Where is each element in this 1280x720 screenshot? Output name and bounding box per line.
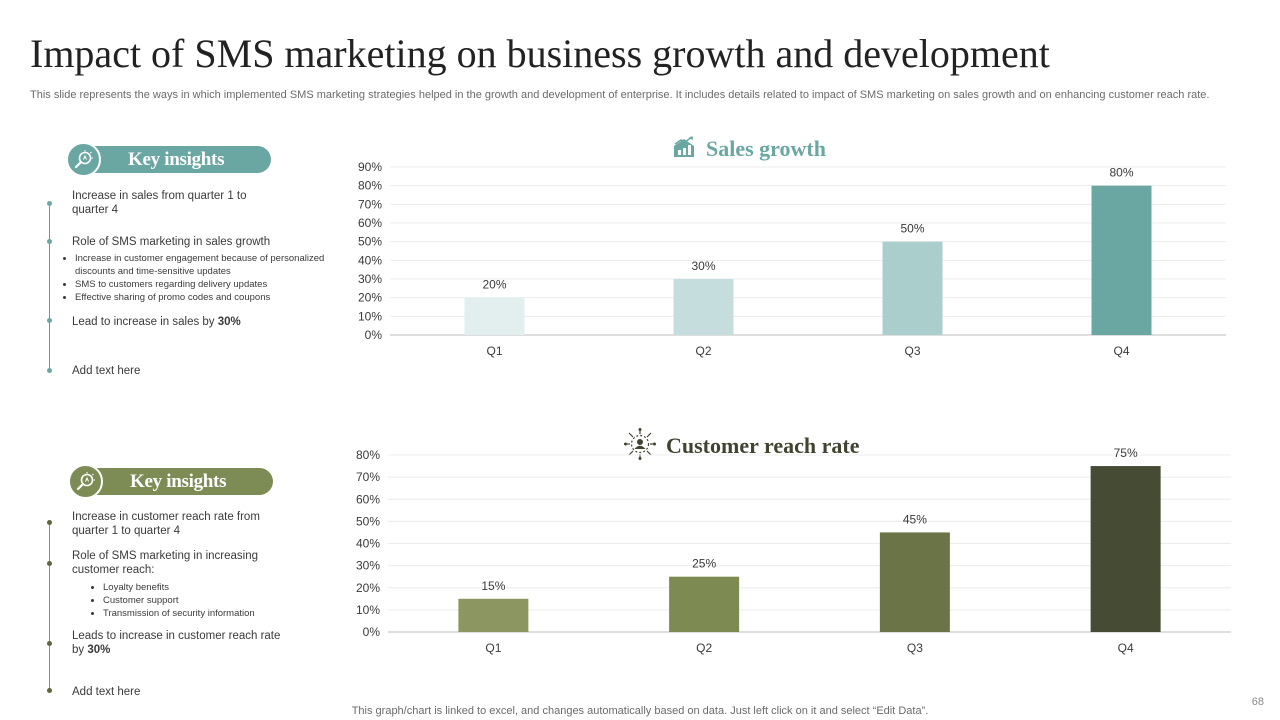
sales-y-tick-label: 60% — [358, 216, 382, 230]
reach-y-tick-label: 60% — [356, 492, 380, 506]
sales-y-tick-label: 10% — [358, 309, 382, 323]
reach-y-tick-label: 80% — [356, 448, 380, 462]
magnifier-lightbulb-icon — [68, 464, 103, 499]
top-insight-1: Increase in sales from quarter 1 to quar… — [72, 190, 247, 216]
sales-y-tick-label: 20% — [358, 291, 382, 305]
sales-y-tick-label: 90% — [358, 160, 382, 174]
reach-y-tick-label: 0% — [363, 625, 381, 639]
bottom-key-insights-badge: Key insights — [68, 464, 273, 499]
reach-bar-q2 — [669, 576, 740, 632]
footer-note: This graph/chart is linked to excel, and… — [351, 705, 929, 717]
bottom-timeline-line — [49, 523, 50, 691]
top-timeline-line — [49, 204, 50, 370]
reach-x-tick-label: Q1 — [485, 641, 501, 655]
timeline-dot — [47, 688, 52, 693]
bottom-insight-2-text: Role of SMS marketing in increasing cust… — [72, 550, 258, 576]
sales-y-tick-label: 40% — [358, 253, 382, 267]
sales-bar-q2 — [673, 279, 734, 335]
reach-y-tick-label: 70% — [356, 470, 380, 484]
reach-y-tick-label: 20% — [356, 581, 380, 595]
sales-growth-title: Sales growth — [672, 136, 826, 162]
top-insight-3-text: Lead to increase in sales by — [72, 316, 215, 328]
customer-reach-title-text: Customer reach rate — [666, 433, 860, 458]
sales-data-label: 20% — [482, 278, 506, 292]
reach-bar-q4 — [1090, 466, 1161, 632]
reach-data-label: 45% — [903, 512, 927, 526]
page-subtitle: This slide represents the ways in which … — [30, 89, 1210, 101]
bottom-badge-label: Key insights — [130, 470, 227, 492]
sales-growth-title-text: Sales growth — [706, 136, 826, 161]
reach-data-label: 75% — [1114, 446, 1138, 460]
sales-data-label: 30% — [691, 259, 715, 273]
top-insight-2-bullets: Increase in customer engagement because … — [44, 252, 345, 304]
timeline-dot — [47, 239, 52, 244]
sales-x-tick-label: Q3 — [904, 344, 920, 358]
sales-x-tick-label: Q1 — [486, 344, 502, 358]
timeline-dot — [47, 318, 52, 323]
sales-y-tick-label: 80% — [358, 179, 382, 193]
sales-x-tick-label: Q2 — [695, 344, 711, 358]
timeline-dot — [47, 368, 52, 373]
top-insight-4: Add text here — [72, 365, 141, 377]
bottom-insight-4: Add text here — [72, 686, 141, 698]
list-item: Increase in customer engagement because … — [75, 252, 345, 278]
sales-y-tick-label: 30% — [358, 272, 382, 286]
reach-y-tick-label: 50% — [356, 514, 380, 528]
list-item: Transmission of security information — [103, 607, 353, 620]
list-item: Customer support — [103, 594, 353, 607]
reach-y-tick-label: 10% — [356, 603, 380, 617]
page-number: 68 — [1251, 696, 1264, 708]
timeline-dot — [47, 520, 52, 525]
top-insight-3: Lead to increase in sales by 30% — [72, 315, 332, 329]
timeline-dot — [47, 561, 52, 566]
list-item: Effective sharing of promo codes and cou… — [75, 291, 345, 304]
sales-bar-q1 — [464, 297, 525, 335]
reach-x-tick-label: Q3 — [907, 641, 923, 655]
list-item: Loyalty benefits — [103, 581, 353, 594]
top-insight-2-text: Role of SMS marketing in sales growth — [72, 236, 271, 248]
customer-reach-title: Customer reach rate — [624, 428, 859, 460]
reach-y-tick-label: 40% — [356, 537, 380, 551]
bottom-insight-3: Leads to increase in customer reach rate… — [72, 629, 287, 657]
timeline-dot — [47, 641, 52, 646]
bottom-insight-3-value: 30% — [87, 644, 111, 656]
customer-reach-chart: 0% 10% 20% 30% 40% 50% 60% 70% 80% 15% Q1 25% Q2 45% Q… — [356, 446, 1231, 655]
sales-growth-chart: 0% 10% 20% 30% 40% 50% 60% 70% 80% 90% 20% Q1 30% Q2 5… — [358, 160, 1226, 358]
growth-house-chart-icon — [674, 136, 694, 157]
reach-bar-q1 — [458, 598, 529, 632]
list-item: SMS to customers regarding delivery upda… — [75, 278, 345, 291]
reach-x-tick-label: Q2 — [696, 641, 712, 655]
sales-data-label: 50% — [900, 222, 924, 236]
sales-bar-q4 — [1091, 185, 1152, 335]
page-title: Impact of SMS marketing on business grow… — [30, 31, 1050, 76]
reach-data-label: 15% — [481, 579, 505, 593]
bottom-insight-2-bullets: Loyalty benefits Customer support Transm… — [72, 581, 353, 620]
sales-y-tick-label: 50% — [358, 235, 382, 249]
top-insight-2: Role of SMS marketing in sales growth In… — [72, 235, 362, 304]
reach-x-tick-label: Q4 — [1118, 641, 1134, 655]
sales-data-label: 80% — [1109, 166, 1133, 180]
sales-bar-q3 — [882, 241, 943, 335]
bottom-insight-1: Increase in customer reach rate from qua… — [72, 511, 260, 537]
sales-x-tick-label: Q4 — [1113, 344, 1129, 358]
timeline-dot — [47, 201, 52, 206]
sales-y-tick-label: 70% — [358, 197, 382, 211]
top-key-insights-badge: Key insights — [66, 142, 271, 177]
magnifier-lightbulb-icon — [66, 142, 101, 177]
reach-data-label: 25% — [692, 557, 716, 571]
network-people-icon — [624, 428, 656, 460]
top-badge-label: Key insights — [128, 148, 225, 170]
bottom-insight-3-text: Leads to increase in customer reach rate… — [72, 630, 281, 656]
sales-y-tick-label: 0% — [365, 328, 383, 342]
reach-bar-q3 — [879, 532, 950, 632]
bottom-insight-2: Role of SMS marketing in increasing cust… — [72, 549, 287, 620]
top-insight-3-value: 30% — [217, 316, 241, 328]
reach-y-tick-label: 30% — [356, 559, 380, 573]
